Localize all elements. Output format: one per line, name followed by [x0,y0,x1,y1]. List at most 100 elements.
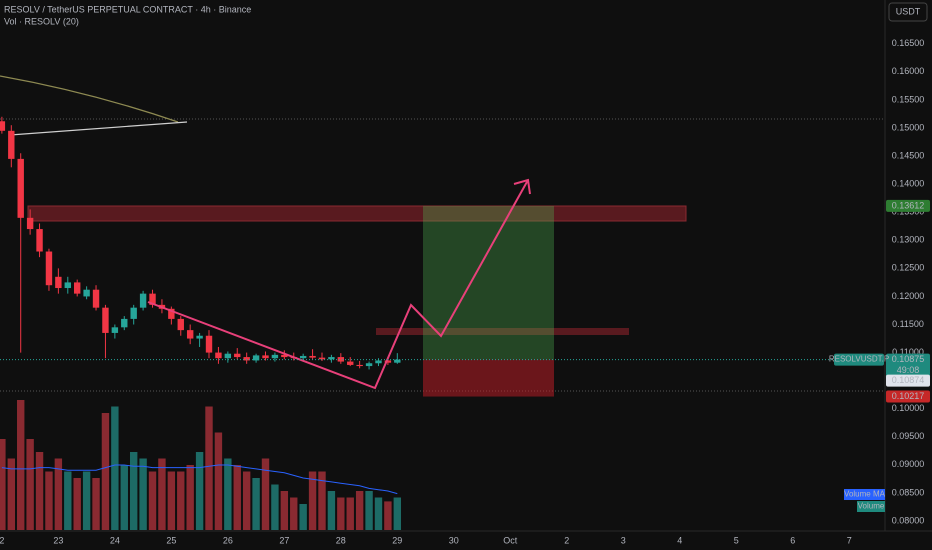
volume-bar [35,452,44,530]
volume-bar [92,478,100,530]
volume-bar [280,491,289,530]
y-tick-label: 0.15000 [892,122,925,132]
y-tick-label: 0.15500 [892,94,925,104]
candle-body [375,360,382,364]
resistance-zone [376,328,629,335]
candle-body [186,330,194,339]
candle-body [337,357,345,362]
volume-bar [73,478,81,530]
volume-bar [337,497,345,530]
y-tick-label: 0.16500 [892,38,925,48]
volume-bar [346,497,354,530]
y-tick-label: 0.13000 [892,235,925,245]
volume-bar [299,504,307,530]
volume-ma-tag: Volume MA [844,490,886,499]
volume-tag-bg [857,501,885,512]
x-tick-label: Oct [503,535,518,545]
y-tick-label: 0.09000 [892,459,925,469]
volume-bar [374,497,383,530]
volume-bar [7,458,15,530]
candle-body [64,282,71,289]
candle-body [262,355,269,359]
candle-body [224,353,232,359]
volume-bar [64,471,72,530]
symbol-label: RESOLVUSDT.P [829,355,889,364]
trend-projection [147,179,529,390]
volume-bar [271,484,279,530]
candle-body [17,158,24,218]
x-tick-label: 7 [847,535,852,545]
volume-bar [233,465,241,530]
volume-bar [120,465,128,530]
volume-bar [327,491,336,530]
candle-body [36,229,43,252]
volume-title: Vol · RESOLV (20) [4,16,79,26]
candle-body [55,276,62,289]
price-label: 0.10875 [892,354,925,364]
volume-bar [205,406,213,530]
x-tick-label: 6 [790,535,795,545]
volume-bar [261,458,270,530]
x-tick-label: 28 [336,535,346,545]
volume-bar [158,458,166,530]
candle-body [281,354,288,358]
y-tick-label: 0.11000 [892,347,924,357]
candle-body [196,335,203,339]
volume-bar [252,478,260,530]
candle-body [365,363,373,367]
volume-ma-tag-bg [844,489,885,500]
candle-body [356,364,363,367]
price-label: 0.10874 [892,375,925,385]
trend-line [9,121,188,136]
profit-zone [423,205,554,360]
price-label: 0.13612 [892,200,925,210]
candle-body [168,308,175,319]
x-tick-label: 26 [223,535,233,545]
candle-body [83,289,90,297]
volume-bar [111,406,119,530]
volume-bar [167,471,176,530]
candle-body [394,359,401,363]
y-tick-label: 0.16000 [892,66,925,76]
supply-zone [27,205,687,222]
volume-bar [224,458,232,530]
currency-label[interactable]: USDT [896,6,921,16]
x-tick-label: 3 [621,535,626,545]
x-tick-label: 5 [734,535,739,545]
candle-body [177,318,184,331]
symbol-label-bg [834,353,884,366]
volume-tag: Volume [858,502,885,511]
y-tick-label: 0.09500 [892,431,925,441]
volume-bar [54,458,63,530]
x-tick-label: 2 [564,535,569,545]
candle-body [130,307,137,319]
volume-bar [17,400,25,530]
volume-bar [45,471,53,530]
volume-bar [177,471,185,530]
candle-body [26,217,34,230]
x-tick-label: 24 [110,535,120,545]
drawings [0,75,885,392]
volume-bar [26,439,34,530]
y-tick-label: 0.12000 [892,291,925,301]
x-tick-label: 27 [279,535,289,545]
y-tick-label: 0.14000 [892,179,925,189]
candle-body [45,251,53,286]
candle-body [347,361,354,365]
x-tick-label: 29 [392,535,402,545]
volume-bar [0,439,6,530]
candle-body [328,357,335,360]
volume-bar [148,471,157,530]
price-label-bg [886,390,930,403]
y-tick-label: 0.08000 [892,515,925,525]
candle-body [8,130,15,159]
volume-bar [308,471,317,530]
candle-body [102,307,109,333]
volume-bar [242,471,251,530]
volume-bar [186,465,194,530]
currency-button[interactable] [888,2,928,22]
x-tick-label: 30 [449,535,459,545]
candle-body [299,355,307,359]
